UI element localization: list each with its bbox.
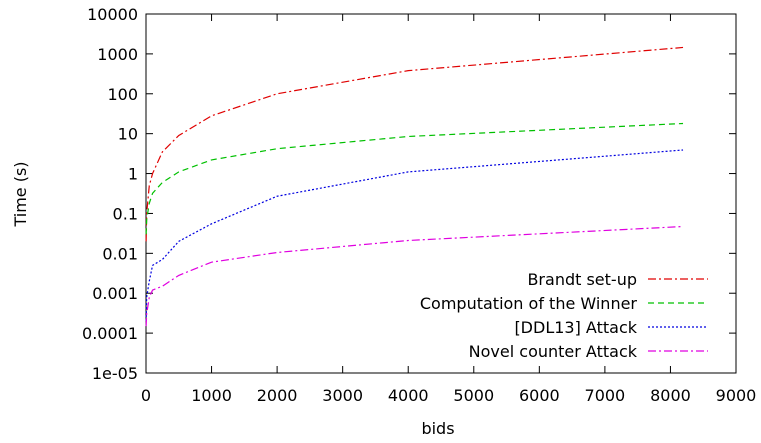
x-tick-label: 5000 [453,386,494,405]
series-line-4 [145,225,684,327]
x-axis: 0 1000 2000 3000 4000 5000 6000 7000 8000 9000 [141,14,756,405]
series-line-1 [145,46,684,242]
x-tick-label: 4000 [388,386,429,405]
y-tick-label: 1 [128,165,138,184]
x-tick-label: 2000 [257,386,298,405]
x-tick-label: 6000 [519,386,560,405]
y-tick-label: 10 [118,125,138,144]
legend-label-4: Novel counter Attack [469,342,638,361]
y-tick-label: 10000 [87,5,138,24]
series-group [145,46,684,327]
y-tick-label: 1000 [97,45,138,64]
y-tick-label: 0.001 [92,284,138,303]
x-tick-label: 3000 [322,386,363,405]
y-tick-label: 100 [107,85,138,104]
plot-frame [145,13,737,374]
series-line-3 [145,149,684,322]
y-axis-label: Time (s) [11,161,30,227]
y-tick-label: 0.0001 [82,324,138,343]
y-tick-label: 0.01 [102,244,138,263]
y-tick-label: 0.1 [113,204,138,223]
plot-border [145,13,737,374]
y-tick-label: 1e-05 [92,364,138,383]
x-tick-label: 1000 [191,386,232,405]
legend-label-2: Computation of the Winner [420,294,638,313]
series-line-2 [145,122,684,235]
x-tick-label: 0 [141,386,151,405]
y-axis: 1e-05 0.0001 0.001 0.01 0.1 1 10 100 1000 10000 [82,5,736,383]
legend: Brandt set-up Computation of the Winner [D… [420,270,708,361]
legend-label-1: Brandt set-up [527,270,637,289]
x-tick-label: 7000 [585,386,626,405]
x-axis-label: bids [421,419,454,438]
legend-label-3: [DDL13] Attack [514,318,637,337]
x-tick-label: 9000 [716,386,757,405]
x-tick-label: 8000 [650,386,691,405]
